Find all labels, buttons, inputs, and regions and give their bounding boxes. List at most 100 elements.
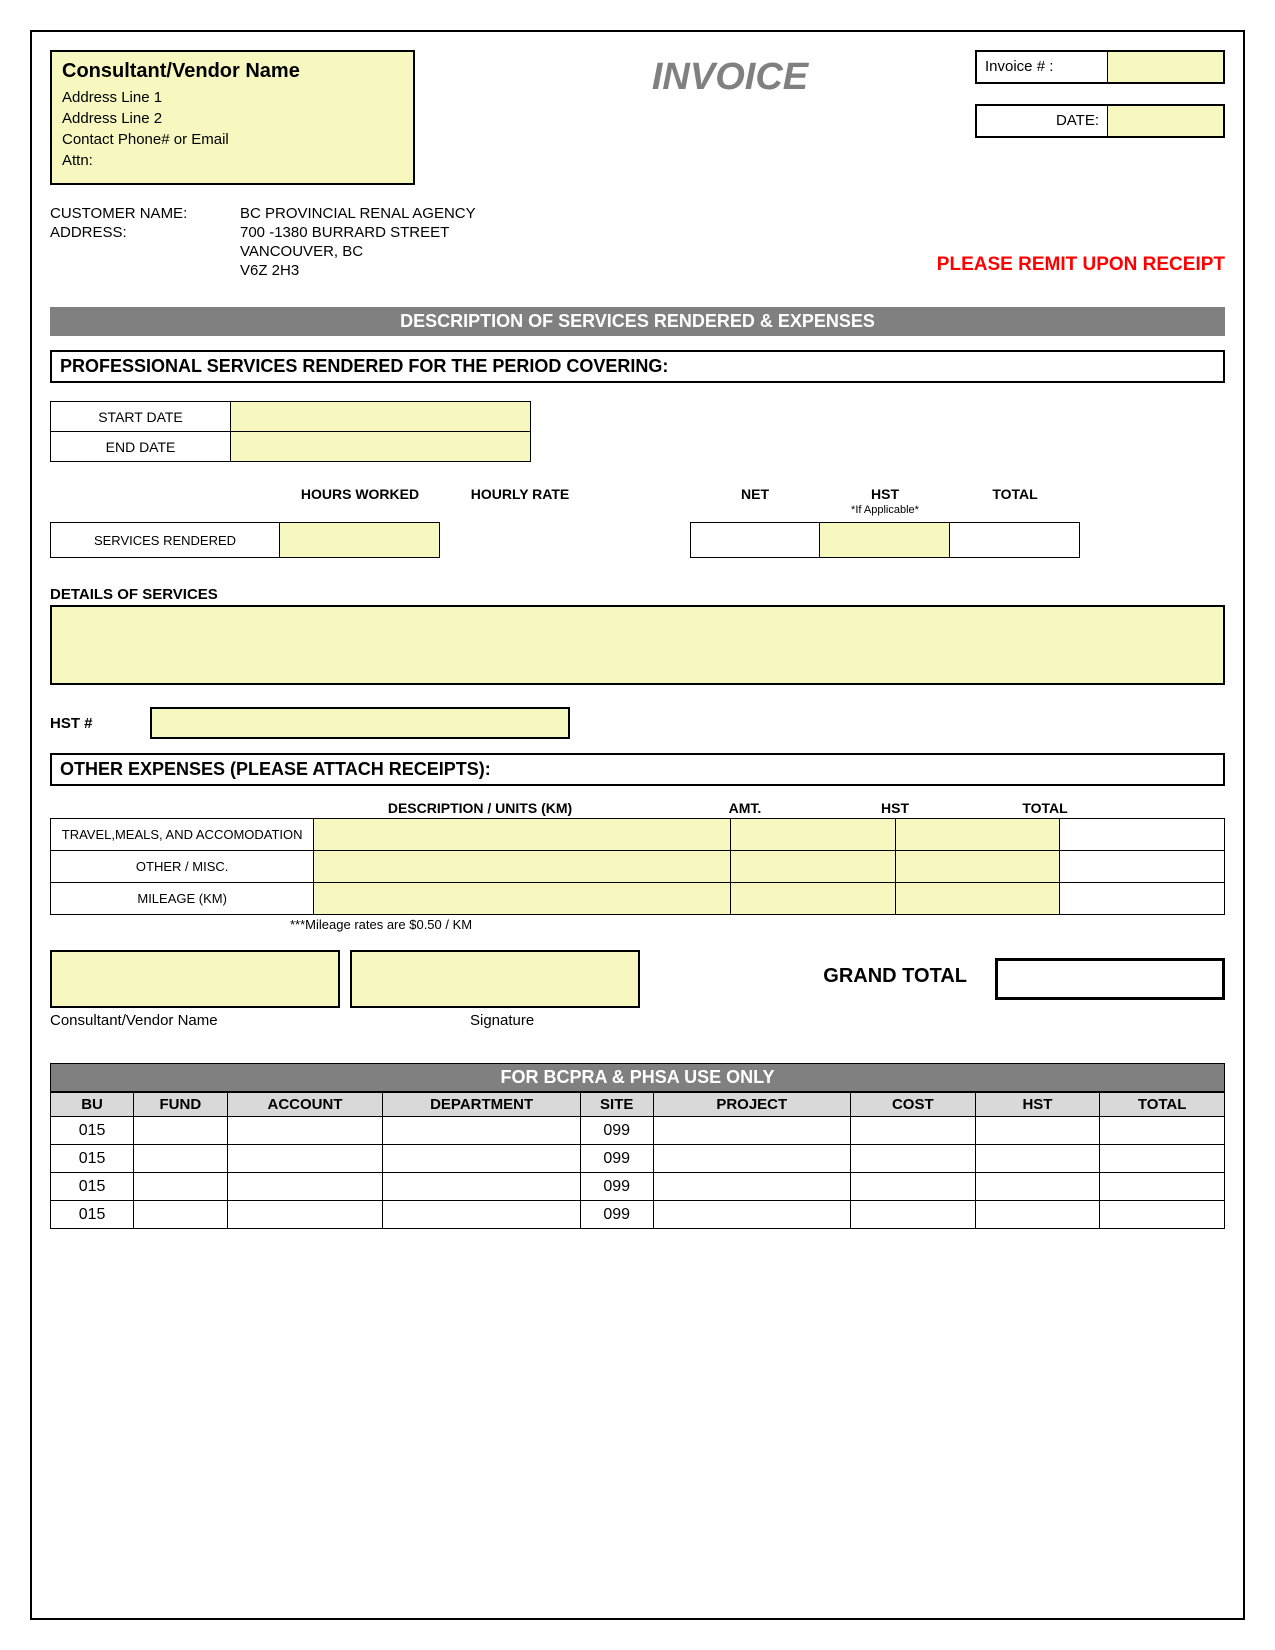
use-hst-cell[interactable] <box>975 1201 1100 1229</box>
other-total-field[interactable] <box>1060 851 1225 883</box>
mileage-desc-field[interactable] <box>314 883 731 915</box>
hourly-rate-header: HOURLY RATE <box>440 486 600 502</box>
start-date-field[interactable] <box>231 402 531 432</box>
invoice-date-row: DATE: <box>975 104 1225 138</box>
signature-caption: Signature <box>350 1012 640 1029</box>
mileage-amt-field[interactable] <box>731 883 896 915</box>
hst-applicable-note: *If Applicable* <box>820 504 950 516</box>
invoice-title: INVOICE <box>652 56 808 99</box>
use-cost-cell[interactable] <box>850 1173 975 1201</box>
consultant-name-signature-field[interactable] <box>50 950 340 1008</box>
use-total-cell[interactable] <box>1100 1145 1225 1173</box>
expenses-column-headers: DESCRIPTION / UNITS (KM) AMT. HST TOTAL <box>50 800 1225 816</box>
invoice-date-field[interactable] <box>1107 106 1223 136</box>
use-row: 015 099 <box>51 1173 1225 1201</box>
expense-row-other: OTHER / MISC. <box>51 851 1225 883</box>
use-project-cell[interactable] <box>653 1201 850 1229</box>
details-of-services-label: DETAILS OF SERVICES <box>50 586 1225 603</box>
period-dates-table: START DATE END DATE <box>50 401 531 462</box>
hst-number-field[interactable] <box>150 707 570 739</box>
use-department-header: DEPARTMENT <box>383 1093 580 1117</box>
services-rendered-row: SERVICES RENDERED <box>50 522 1225 558</box>
use-bu-cell: 015 <box>51 1145 134 1173</box>
use-fund-header: FUND <box>134 1093 228 1117</box>
travel-hst-field[interactable] <box>895 819 1060 851</box>
details-of-services-field[interactable] <box>50 605 1225 685</box>
net-field[interactable] <box>690 522 820 558</box>
travel-amt-field[interactable] <box>731 819 896 851</box>
use-project-header: PROJECT <box>653 1093 850 1117</box>
mileage-label: MILEAGE (KM) <box>51 883 314 915</box>
travel-label: TRAVEL,MEALS, AND ACCOMODATION <box>51 819 314 851</box>
use-row: 015 099 <box>51 1145 1225 1173</box>
use-project-cell[interactable] <box>653 1117 850 1145</box>
use-total-cell[interactable] <box>1100 1201 1225 1229</box>
use-department-cell[interactable] <box>383 1201 580 1229</box>
hours-worked-header: HOURS WORKED <box>280 486 440 502</box>
total-header: TOTAL <box>950 486 1080 502</box>
use-fund-cell[interactable] <box>134 1201 228 1229</box>
use-account-cell[interactable] <box>227 1145 383 1173</box>
use-cost-cell[interactable] <box>850 1117 975 1145</box>
invoice-number-field[interactable] <box>1107 52 1223 82</box>
grand-total-field[interactable] <box>995 958 1225 1000</box>
mileage-hst-field[interactable] <box>895 883 1060 915</box>
use-row: 015 099 <box>51 1201 1225 1229</box>
vendor-attn: Attn: <box>62 152 403 169</box>
use-fund-cell[interactable] <box>134 1145 228 1173</box>
hst-field[interactable] <box>820 522 950 558</box>
remit-notice: PLEASE REMIT UPON RECEIPT <box>937 254 1225 276</box>
mileage-total-field[interactable] <box>1060 883 1225 915</box>
expenses-table: TRAVEL,MEALS, AND ACCOMODATION OTHER / M… <box>50 818 1225 915</box>
vendor-box: Consultant/Vendor Name Address Line 1 Ad… <box>50 50 415 185</box>
vendor-contact: Contact Phone# or Email <box>62 131 403 148</box>
use-cost-cell[interactable] <box>850 1145 975 1173</box>
end-date-field[interactable] <box>231 432 531 462</box>
use-total-cell[interactable] <box>1100 1117 1225 1145</box>
use-fund-cell[interactable] <box>134 1173 228 1201</box>
other-amt-field[interactable] <box>731 851 896 883</box>
use-cost-cell[interactable] <box>850 1201 975 1229</box>
use-account-cell[interactable] <box>227 1201 383 1229</box>
total-field[interactable] <box>950 522 1080 558</box>
use-fund-cell[interactable] <box>134 1117 228 1145</box>
use-site-cell: 099 <box>580 1201 653 1229</box>
use-account-cell[interactable] <box>227 1173 383 1201</box>
travel-desc-field[interactable] <box>314 819 731 851</box>
hst-number-label: HST # <box>50 715 150 732</box>
use-department-cell[interactable] <box>383 1173 580 1201</box>
use-site-cell: 099 <box>580 1173 653 1201</box>
hours-worked-field[interactable] <box>280 522 440 558</box>
vendor-name-label: Consultant/Vendor Name <box>62 60 403 83</box>
use-project-cell[interactable] <box>653 1145 850 1173</box>
use-project-cell[interactable] <box>653 1173 850 1201</box>
services-rendered-label: SERVICES RENDERED <box>50 522 280 558</box>
start-date-label: START DATE <box>51 402 231 432</box>
use-account-cell[interactable] <box>227 1117 383 1145</box>
use-total-cell[interactable] <box>1100 1173 1225 1201</box>
invoice-date-label: DATE: <box>977 106 1107 136</box>
use-hst-header: HST <box>975 1093 1100 1117</box>
use-department-cell[interactable] <box>383 1145 580 1173</box>
net-header: NET <box>690 486 820 502</box>
services-banner: DESCRIPTION OF SERVICES RENDERED & EXPEN… <box>50 307 1225 336</box>
other-desc-field[interactable] <box>314 851 731 883</box>
use-bu-cell: 015 <box>51 1117 134 1145</box>
use-cost-header: COST <box>850 1093 975 1117</box>
use-bu-header: BU <box>51 1093 134 1117</box>
mileage-rate-note: ***Mileage rates are $0.50 / KM <box>290 917 1225 932</box>
use-bu-cell: 015 <box>51 1201 134 1229</box>
section-other-expenses: OTHER EXPENSES (PLEASE ATTACH RECEIPTS): <box>50 753 1225 786</box>
use-hst-cell[interactable] <box>975 1173 1100 1201</box>
other-hst-field[interactable] <box>895 851 1060 883</box>
use-hst-cell[interactable] <box>975 1117 1100 1145</box>
internal-use-table: BU FUND ACCOUNT DEPARTMENT SITE PROJECT … <box>50 1092 1225 1229</box>
customer-name: BC PROVINCIAL RENAL AGENCY <box>240 205 476 222</box>
use-hst-cell[interactable] <box>975 1145 1100 1173</box>
vendor-addr2: Address Line 2 <box>62 110 403 127</box>
signature-field[interactable] <box>350 950 640 1008</box>
use-department-cell[interactable] <box>383 1117 580 1145</box>
use-site-cell: 099 <box>580 1117 653 1145</box>
hst-header: HST <box>820 486 950 502</box>
travel-total-field[interactable] <box>1060 819 1225 851</box>
